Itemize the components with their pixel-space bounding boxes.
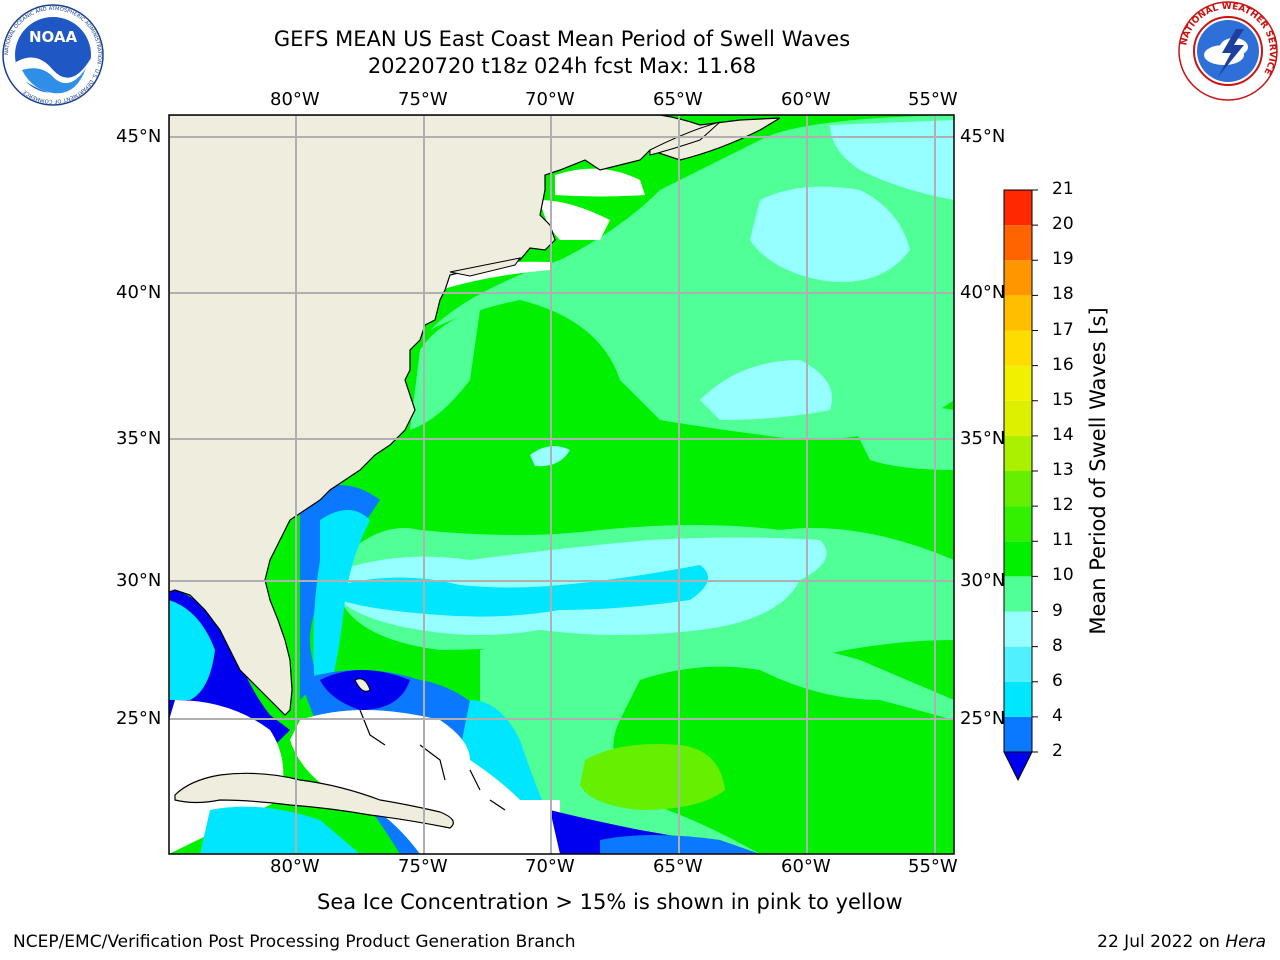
swell-region-lightcyan-mid: [700, 360, 832, 420]
lon-label-bottom: 65°W: [653, 856, 703, 877]
swell-region-cyan-gulf: [169, 600, 215, 700]
colorbar-tick-label: 15: [1052, 389, 1074, 410]
colorbar-tick-label: 17: [1052, 319, 1074, 340]
colorbar-tick-label: 6: [1052, 670, 1063, 691]
colorbar-tick-label: 9: [1052, 600, 1063, 621]
colorbar-segment: [1004, 611, 1032, 647]
colorbar-segment: [1004, 400, 1032, 436]
map-subtitle: 20220720 t18z 024h fcst Max: 11.68: [367, 54, 757, 78]
lat-label-left: 30°N: [116, 570, 162, 591]
colorbar-tick-label: 16: [1052, 354, 1074, 375]
colorbar-segment: [1004, 260, 1032, 296]
lon-label-bottom: 75°W: [398, 856, 448, 877]
colorbar-tick-label: 4: [1052, 705, 1063, 726]
colorbar-tick-label: 14: [1052, 424, 1074, 445]
map-frame: [168, 114, 955, 855]
footer-date-text: 22 Jul 2022 on: [1097, 932, 1226, 952]
lat-label-right: 40°N: [960, 282, 1006, 303]
lat-label-right: 45°N: [960, 126, 1006, 147]
colorbar-segment: [1004, 541, 1032, 577]
lon-label-top: 65°W: [653, 89, 703, 110]
colorbar-tick-label: 13: [1052, 460, 1074, 480]
footer-date: 22 Jul 2022 on Hera: [1097, 932, 1266, 952]
land-bahamas-3: [419, 744, 446, 781]
svg-text:NOAA: NOAA: [29, 28, 78, 46]
colorbar-segment: [1004, 681, 1032, 717]
lat-label-left: 45°N: [116, 126, 162, 147]
colorbar-segment: [1004, 646, 1032, 682]
lat-label-right: 30°N: [960, 570, 1006, 591]
colorbar-segment: [1004, 225, 1032, 261]
swell-region-mint-north2: [410, 310, 480, 430]
colorbar-segment: [1004, 506, 1032, 542]
colorbar-segment: [1004, 471, 1032, 507]
colorbar-segment: [1004, 435, 1032, 471]
lon-label-top: 75°W: [398, 89, 448, 110]
lon-label-top: 70°W: [525, 89, 575, 110]
sea-ice-caption: Sea Ice Concentration > 15% is shown in …: [317, 890, 903, 914]
swell-region-cyan-caribbean: [200, 806, 360, 854]
footer-machine: Hera: [1225, 932, 1266, 952]
lat-label-right: 25°N: [960, 708, 1006, 729]
colorbar-tick-label: 10: [1052, 565, 1074, 586]
colorbar-segment: [1004, 716, 1032, 752]
noaa-logo: NOAA NATIONAL OCEANIC AND ATMOSPHERIC AD…: [2, 4, 104, 106]
lat-label-left: 25°N: [116, 708, 162, 729]
colorbar: [1003, 189, 1038, 782]
swell-region-cyan-band: [340, 565, 708, 617]
land-bahamas-4: [469, 769, 481, 791]
lon-label-top: 55°W: [908, 89, 958, 110]
colorbar-tick-label: 19: [1052, 249, 1074, 270]
lat-label-right: 35°N: [960, 428, 1006, 449]
land-cuba: [174, 772, 454, 829]
lon-label-top: 60°W: [781, 89, 831, 110]
lon-label-top: 80°W: [270, 89, 320, 110]
colorbar-segment: [1004, 295, 1032, 331]
lon-label-bottom: 80°W: [270, 856, 320, 877]
colorbar-segment: [1004, 190, 1032, 226]
swell-region-lightcyan-ne2: [830, 120, 954, 200]
land-bahamas-5: [489, 799, 506, 811]
land-nova-scotia: [649, 121, 721, 156]
lat-label-left: 40°N: [116, 282, 162, 303]
lat-label-left: 35°N: [116, 428, 162, 449]
nodata-new-england: [540, 200, 610, 240]
colorbar-tick-label: 18: [1052, 284, 1074, 305]
nodata-gulf-of-maine: [555, 168, 645, 197]
swell-region-lightcyan-ne: [750, 186, 910, 282]
footer-credit: NCEP/EMC/Verification Post Processing Pr…: [13, 932, 576, 952]
graticule: [169, 115, 954, 854]
colorbar-tick-label: 11: [1052, 530, 1074, 551]
colorbar-tick-label: 12: [1052, 495, 1074, 516]
map-title: GEFS MEAN US East Coast Mean Period of S…: [273, 27, 851, 51]
colorbar-segment: [1004, 365, 1032, 401]
nws-logo: NATIONAL WEATHER SERVICE: [1178, 1, 1278, 101]
swell-region-lime: [580, 744, 725, 810]
land-bahamas-1: [354, 678, 371, 692]
colorbar-segment: [1004, 330, 1032, 366]
colorbar-tick-label: 8: [1052, 635, 1063, 656]
colorbar-title: Mean Period of Swell Waves [s]: [1086, 307, 1110, 635]
colorbar-tick-label: 20: [1052, 214, 1074, 235]
colorbar-tick-label: 21: [1052, 179, 1074, 199]
colorbar-segment: [1004, 576, 1032, 612]
land-long-island: [449, 257, 522, 277]
lon-label-bottom: 70°W: [525, 856, 575, 877]
lon-label-bottom: 55°W: [908, 856, 958, 877]
swell-region-green-south: [613, 666, 954, 854]
colorbar-tick-label: 2: [1052, 741, 1063, 761]
swell-region-cyan-coast: [313, 510, 370, 690]
lon-label-bottom: 60°W: [781, 856, 831, 877]
colorbar-extend-arrow: [1003, 751, 1033, 782]
